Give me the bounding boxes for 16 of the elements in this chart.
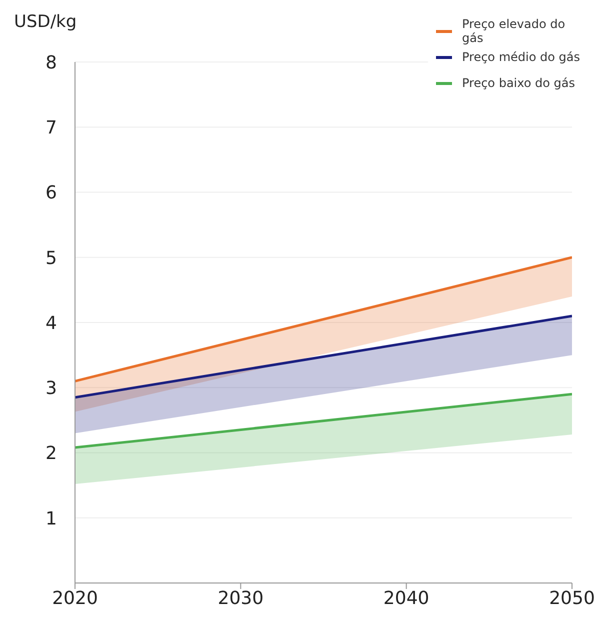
y-tick-label: 4 <box>46 312 57 334</box>
legend-label: Preço elevado do gás <box>462 17 566 45</box>
x-tick-label: 2020 <box>52 588 98 609</box>
y-tick-label: 5 <box>46 248 57 269</box>
y-tick-label: 7 <box>46 118 57 139</box>
y-tick-label: 8 <box>46 52 57 74</box>
x-tick-label: 2030 <box>218 588 264 609</box>
y-tick-label: 3 <box>46 378 57 400</box>
y-tick-label: 6 <box>46 182 57 204</box>
y-axis-title: USD/kg <box>14 12 77 32</box>
y-tick-label: 2 <box>46 443 57 464</box>
y-tick-label: 1 <box>46 508 57 530</box>
legend-label: Preço baixo do gás <box>462 76 576 90</box>
x-tick-label: 2050 <box>549 588 595 609</box>
x-tick-label: 2040 <box>383 588 430 609</box>
legend-label: Preço médio do gás <box>462 50 580 64</box>
